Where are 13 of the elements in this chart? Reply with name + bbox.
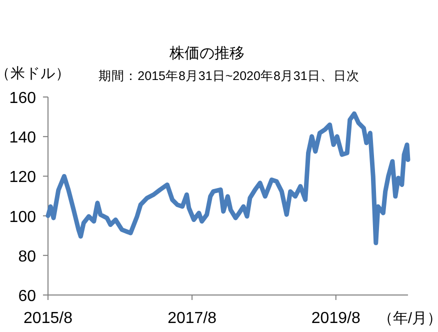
xtick: 2019/8 bbox=[311, 310, 360, 327]
ytick: 140 bbox=[9, 130, 36, 147]
ytick: 60 bbox=[18, 288, 36, 305]
ytick: 100 bbox=[9, 208, 36, 226]
xtick: 2015/8 bbox=[24, 310, 72, 327]
ytick: 80 bbox=[18, 248, 36, 266]
ytick: 120 bbox=[9, 169, 36, 186]
ytick: 160 bbox=[9, 90, 36, 107]
xtick: 2017/8 bbox=[168, 310, 216, 327]
ylabel: （米ドル） bbox=[0, 66, 70, 82]
title: 株価の推移 bbox=[170, 45, 244, 62]
subtitle: 期間：2015年8月31日~2020年8月31日、日次 bbox=[98, 69, 360, 83]
xlabel: （年/月） bbox=[378, 310, 438, 327]
